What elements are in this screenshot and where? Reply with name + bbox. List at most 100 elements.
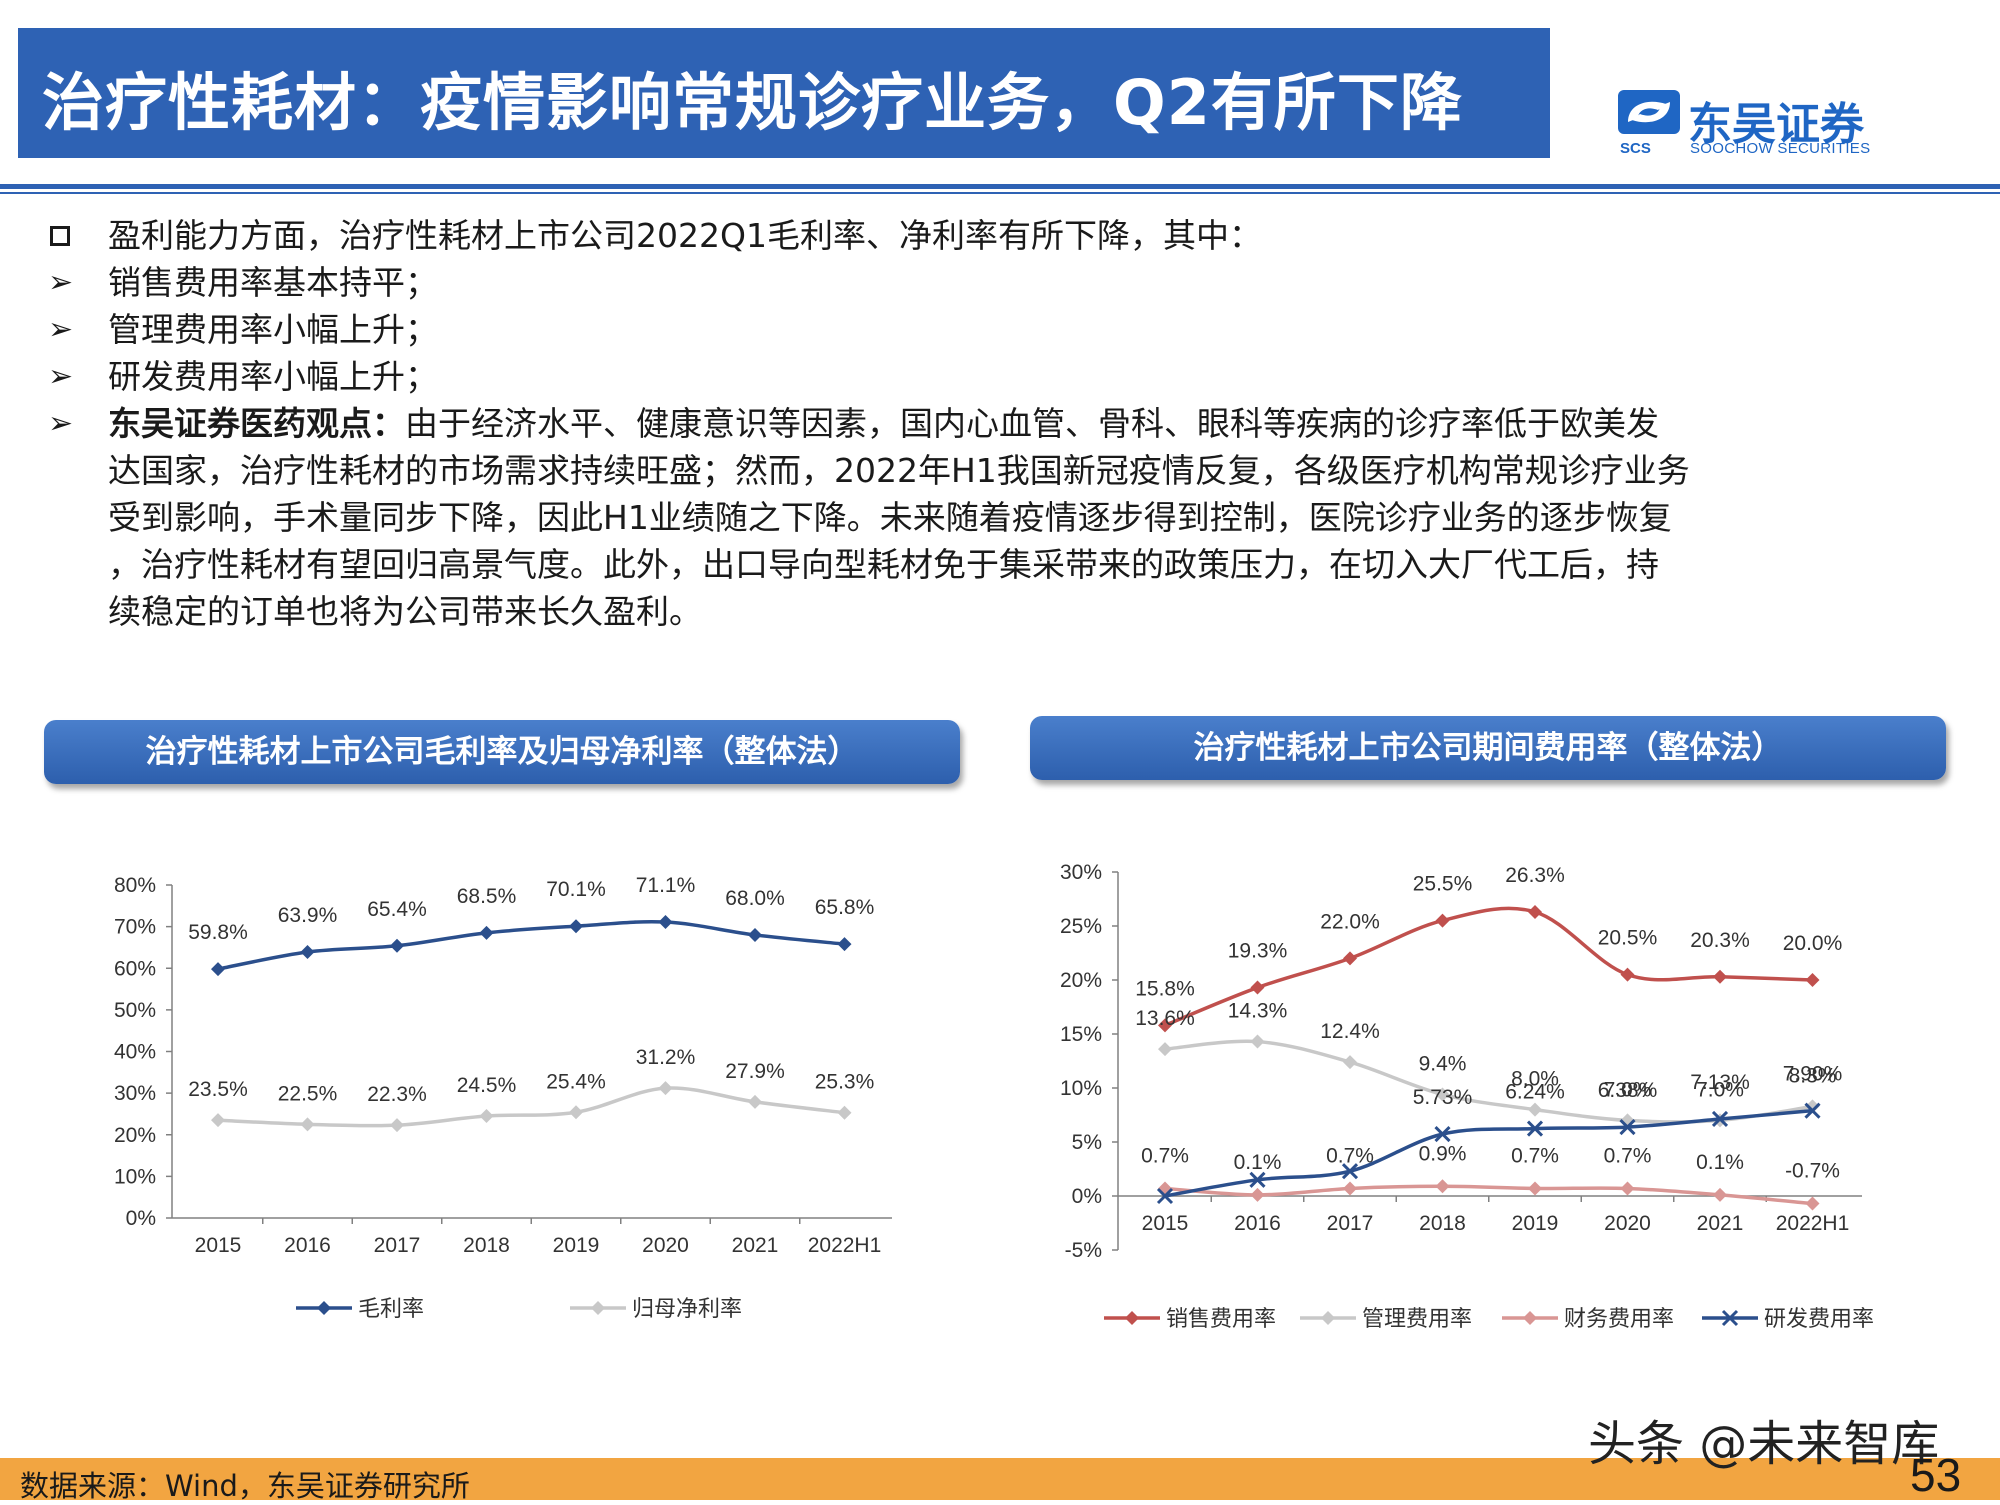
data-label: 70.1% — [546, 878, 606, 901]
data-point — [1713, 969, 1727, 984]
data-point — [1804, 1102, 1821, 1119]
y-tick-label: -5% — [1065, 1239, 1102, 1262]
arrow-bullet-icon: ➢ — [48, 265, 74, 300]
data-point — [1434, 1126, 1451, 1143]
y-tick-label: 10% — [1060, 1077, 1102, 1100]
data-label: 0.7% — [1511, 1144, 1559, 1167]
data-point — [1250, 980, 1265, 995]
data-label: 65.8% — [815, 896, 875, 919]
logo-name-en: SOOCHOW SECURITIES — [1690, 140, 1871, 157]
data-label: 25.5% — [1413, 873, 1473, 896]
data-point — [1805, 1196, 1820, 1211]
data-point — [748, 1094, 762, 1109]
y-tick-label: 20% — [114, 1124, 156, 1147]
logo-mark-icon — [1618, 90, 1680, 134]
data-point — [1528, 904, 1542, 919]
data-point — [569, 1105, 583, 1120]
header-rule — [0, 184, 2000, 189]
x-tick-label: 2021 — [732, 1234, 779, 1257]
x-tick-label: 2022H1 — [1776, 1212, 1850, 1235]
y-tick-label: 0% — [126, 1207, 156, 1230]
data-label: 65.4% — [367, 898, 427, 921]
legend-label: 财务费用率 — [1564, 1306, 1674, 1331]
data-label: 0.7% — [1326, 1144, 1374, 1167]
page-number: 53 — [1910, 1449, 1962, 1501]
x-tick-label: 2022H1 — [808, 1234, 882, 1257]
series-line-0 — [1164, 906, 1813, 1027]
y-tick-label: 70% — [114, 916, 156, 939]
data-point — [1158, 1042, 1172, 1057]
data-label: 20.5% — [1598, 927, 1658, 950]
data-label: 7.90% — [1783, 1063, 1843, 1086]
arrow-bullet-icon: ➢ — [48, 406, 74, 441]
data-point — [569, 919, 583, 934]
x-tick-label: 2015 — [195, 1234, 242, 1257]
square-bullet-icon — [50, 226, 70, 246]
x-tick-label: 2020 — [1604, 1212, 1651, 1235]
arrow-bullet-icon: ➢ — [48, 359, 74, 394]
data-point — [1435, 1179, 1450, 1194]
view-line: ，治疗性耗材有望回归高景气度。此外，出口导向型耗材免于集采带来的政策压力，在切入… — [108, 545, 1659, 584]
y-tick-label: 40% — [114, 1041, 156, 1064]
logo-name-cn: 东吴证券 — [1688, 99, 1864, 150]
x-tick-label: 2020 — [642, 1234, 689, 1257]
data-label: 25.4% — [546, 1070, 606, 1093]
y-tick-label: 15% — [1060, 1023, 1102, 1046]
data-source: 数据来源：Wind，东吴证券研究所 — [20, 1469, 470, 1503]
view-line: 续稳定的订单也将为公司带来长久盈利。 — [108, 592, 702, 631]
data-label: 68.0% — [725, 887, 785, 910]
data-point — [390, 1118, 404, 1133]
company-logo: 东吴证券 SCS SOOCHOW SECURITIES — [1618, 88, 1898, 168]
data-label: 7.0% — [1604, 1078, 1652, 1101]
point-item: ➢ 研发费用率小幅上升； — [48, 353, 1978, 400]
data-point — [1526, 1120, 1544, 1137]
data-point — [1619, 1119, 1636, 1136]
data-point — [1343, 951, 1357, 966]
data-point — [211, 1113, 225, 1128]
legend-label: 归母净利率 — [632, 1296, 742, 1321]
y-tick-label: 20% — [1060, 969, 1102, 992]
y-tick-label: 30% — [114, 1082, 156, 1105]
data-label: 25.3% — [815, 1071, 875, 1094]
legend-marker — [1523, 1311, 1537, 1325]
view-line: 达国家，治疗性耗材的市场需求持续旺盛；然而，2022年H1我国新冠疫情反复，各级… — [108, 451, 1690, 490]
data-label: 14.3% — [1228, 1000, 1288, 1023]
data-point — [1341, 1163, 1359, 1180]
data-point — [1249, 1171, 1266, 1188]
view-line: 受到影响，手术量同步下降，因此H1业绩随之下降。未来随着疫情逐步得到控制，医院诊… — [108, 498, 1672, 537]
legend-label: 销售费用率 — [1166, 1306, 1276, 1331]
data-label: -0.7% — [1785, 1160, 1840, 1183]
data-point — [1711, 1110, 1729, 1128]
legend-marker — [1721, 1309, 1739, 1327]
data-label: 24.5% — [457, 1074, 517, 1097]
data-point — [1343, 1181, 1357, 1196]
data-point — [1528, 1102, 1542, 1117]
data-label: 27.9% — [725, 1060, 785, 1083]
data-label: 20.0% — [1783, 932, 1843, 955]
arrow-bullet-icon: ➢ — [48, 312, 74, 347]
data-point — [1435, 1087, 1450, 1102]
data-label: 0.1% — [1696, 1151, 1744, 1174]
x-tick-label: 2019 — [1512, 1212, 1559, 1235]
data-point — [748, 927, 762, 942]
data-point — [1250, 1034, 1265, 1049]
data-label: 26.3% — [1505, 864, 1565, 887]
watermark: 头条 @未来智库 — [1588, 1416, 1940, 1472]
data-label: 63.9% — [278, 904, 338, 927]
y-tick-label: 0% — [1072, 1185, 1102, 1208]
series-line-0 — [217, 919, 845, 971]
y-tick-label: 50% — [114, 999, 156, 1022]
legend-marker — [1125, 1311, 1139, 1325]
x-tick-label: 2016 — [1234, 1212, 1281, 1235]
data-label: 0.1% — [1234, 1151, 1282, 1174]
x-tick-label: 2015 — [1142, 1212, 1189, 1235]
data-label: 7.0% — [1696, 1078, 1744, 1101]
chart2-title: 治疗性耗材上市公司期间费用率（整体法） — [1030, 716, 1946, 780]
data-label: 22.5% — [278, 1082, 338, 1105]
data-point — [658, 915, 673, 930]
data-point — [1620, 967, 1635, 982]
data-label: 19.3% — [1228, 940, 1288, 963]
data-point — [1620, 1181, 1635, 1196]
data-point — [300, 945, 315, 960]
data-point — [211, 962, 225, 977]
